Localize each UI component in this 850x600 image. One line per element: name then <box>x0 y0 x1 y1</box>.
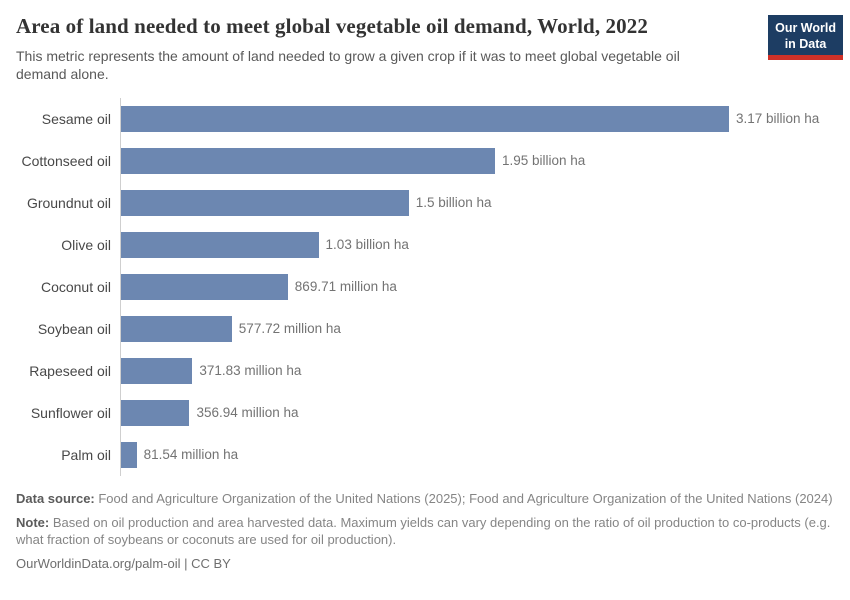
bar-track: 577.72 million ha <box>120 307 834 350</box>
bar[interactable] <box>121 399 190 426</box>
note-label: Note: <box>16 514 50 530</box>
bar[interactable] <box>121 357 193 384</box>
value-label: 81.54 million ha <box>143 447 239 463</box>
category-label: Olive oil <box>61 236 111 253</box>
bar-track: 869.71 million ha <box>120 265 834 308</box>
owid-logo: Our World in Data <box>768 15 843 60</box>
owid-logo-line2: in Data <box>784 37 827 51</box>
value-label: 577.72 million ha <box>238 321 341 337</box>
bar-row: Soybean oil 577.72 million ha <box>16 307 834 350</box>
value-label: 1.95 billion ha <box>502 153 586 169</box>
origin-url[interactable]: OurWorldinData.org/palm-oil | CC BY <box>16 556 231 572</box>
bar[interactable] <box>121 189 409 216</box>
bar-row: Rapeseed oil 371.83 million ha <box>16 349 834 392</box>
category-label: Groundnut oil <box>26 194 111 211</box>
bar-track: 3.17 billion ha <box>120 97 834 140</box>
value-label: 371.83 million ha <box>199 363 302 379</box>
value-label: 869.71 million ha <box>294 279 397 295</box>
bar-row: Cottonseed oil 1.95 billion ha <box>16 139 834 182</box>
value-label: 1.03 billion ha <box>325 237 409 253</box>
bar-track: 1.95 billion ha <box>120 139 834 182</box>
bar-track: 356.94 million ha <box>120 391 834 434</box>
bar[interactable] <box>121 441 137 468</box>
category-label: Sunflower oil <box>30 404 111 421</box>
chart-footer: Data source: Food and Agriculture Organi… <box>16 490 834 573</box>
bar-row: Sunflower oil 356.94 million ha <box>16 391 834 434</box>
owid-logo-line1: Our World <box>775 21 836 35</box>
bar[interactable] <box>121 273 288 300</box>
value-label: 3.17 billion ha <box>736 111 820 127</box>
chart-header: Area of land needed to meet global veget… <box>16 14 843 84</box>
category-label: Sesame oil <box>41 110 111 127</box>
value-label: 356.94 million ha <box>196 405 299 421</box>
bar-track: 371.83 million ha <box>120 349 834 392</box>
chart-title: Area of land needed to meet global veget… <box>16 14 648 38</box>
category-label: Soybean oil <box>37 320 111 337</box>
category-label: Palm oil <box>61 446 111 463</box>
bar-track: 1.03 billion ha <box>120 223 834 266</box>
bar-chart: Sesame oil 3.17 billion ha Cottonseed oil 1… <box>16 97 834 476</box>
bar-row: Groundnut oil 1.5 billion ha <box>16 181 834 224</box>
bar[interactable] <box>121 231 319 258</box>
data-source-line: Data source: Food and Agriculture Organi… <box>16 490 834 507</box>
bar[interactable] <box>121 315 232 342</box>
note-text: Based on oil production and area harvest… <box>16 514 831 547</box>
category-label: Coconut oil <box>40 278 111 295</box>
bar-row: Olive oil 1.03 billion ha <box>16 223 834 266</box>
value-label: 1.5 billion ha <box>415 195 492 211</box>
bar-row: Sesame oil 3.17 billion ha <box>16 97 834 140</box>
bar-row: Palm oil 81.54 million ha <box>16 433 834 476</box>
bar-row: Coconut oil 869.71 million ha <box>16 265 834 308</box>
bar-track: 81.54 million ha <box>120 433 834 476</box>
category-label: Rapeseed oil <box>29 362 111 379</box>
data-source-label: Data source: <box>16 490 95 506</box>
note-line: Note: Based on oil production and area h… <box>16 514 834 548</box>
bar[interactable] <box>121 147 495 174</box>
bar[interactable] <box>121 105 729 132</box>
category-label: Cottonseed oil <box>21 152 111 169</box>
bar-track: 1.5 billion ha <box>120 181 834 224</box>
data-source-text: Food and Agriculture Organization of the… <box>94 490 833 506</box>
header-text: Area of land needed to meet global veget… <box>16 14 746 84</box>
chart-subtitle: This metric represents the amount of lan… <box>16 48 680 83</box>
